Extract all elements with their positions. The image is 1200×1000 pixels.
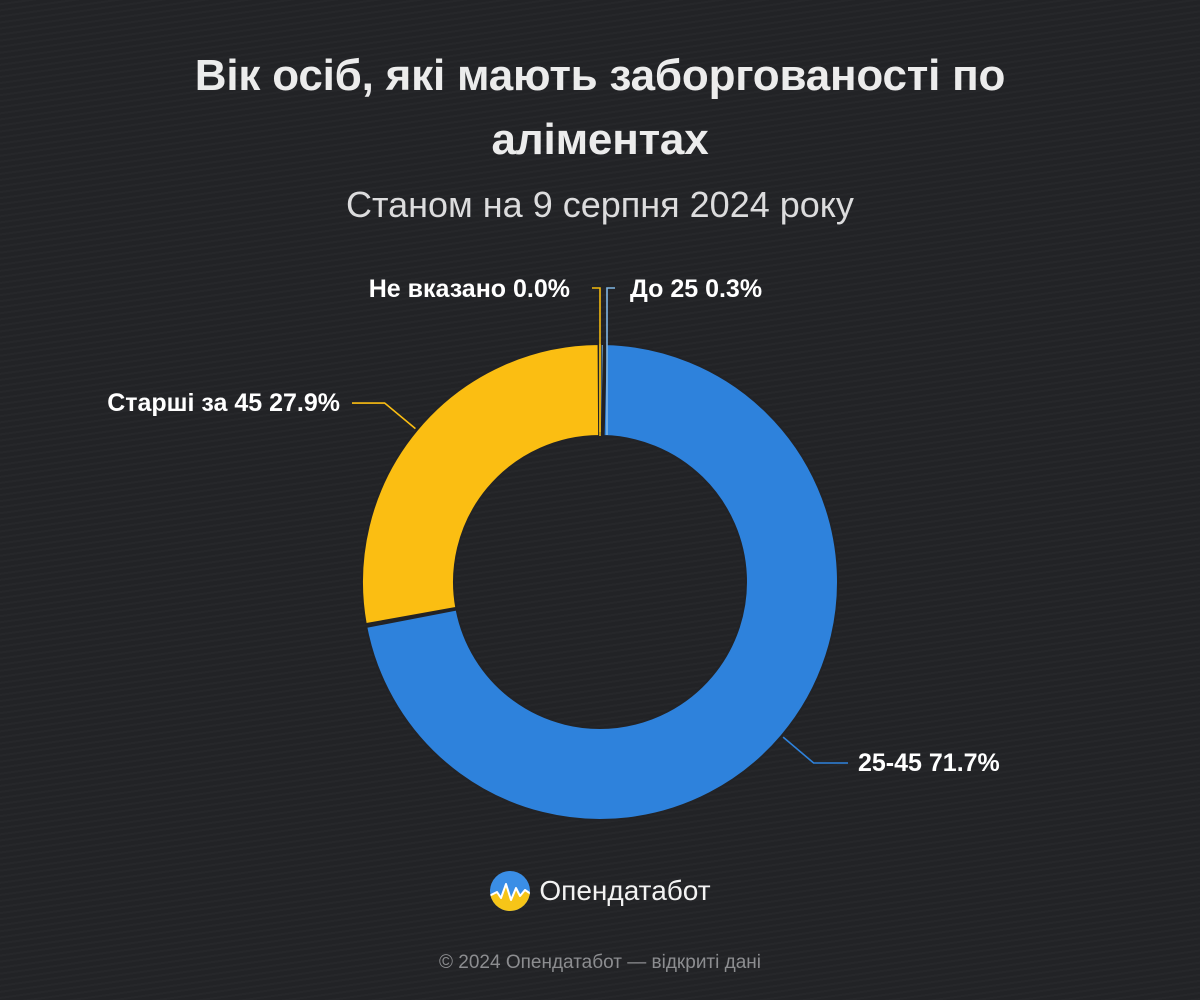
chart-subtitle: Станом на 9 серпня 2024 року <box>346 184 854 225</box>
slice-label-до-25: До 25 0.3% <box>630 275 762 303</box>
opendatabot-logo-icon <box>490 871 531 911</box>
slice-label-старші-за-45: Старші за 45 27.9% <box>107 389 340 417</box>
donut-slices <box>361 343 839 821</box>
leader-line-до-25 <box>606 287 615 435</box>
slice-label-25-45: 25-45 71.7% <box>858 749 1000 777</box>
footer-copyright: © 2024 Опендатабот — відкриті дані <box>439 952 761 973</box>
slice-до-25[interactable] <box>599 343 605 438</box>
leader-line-не-вказано <box>592 287 601 432</box>
chart-title: Вік осіб, які мають заборгованості по ал… <box>194 51 1006 164</box>
slice-старші-за-45[interactable] <box>361 343 601 626</box>
label-leader-lines <box>352 287 848 764</box>
slice-labels: До 25 0.3% 25-45 71.7% Старші за 45 27.9% Н… <box>107 275 1000 777</box>
leader-line-старші-за-45 <box>352 402 416 430</box>
brand-name: Опендатабот <box>539 875 711 906</box>
brand: Опендатабот <box>0 870 1200 912</box>
leader-line-25-45 <box>782 736 848 764</box>
slice-25-45[interactable] <box>365 343 839 821</box>
slice-label-не-вказано: Не вказано 0.0% <box>369 275 570 303</box>
